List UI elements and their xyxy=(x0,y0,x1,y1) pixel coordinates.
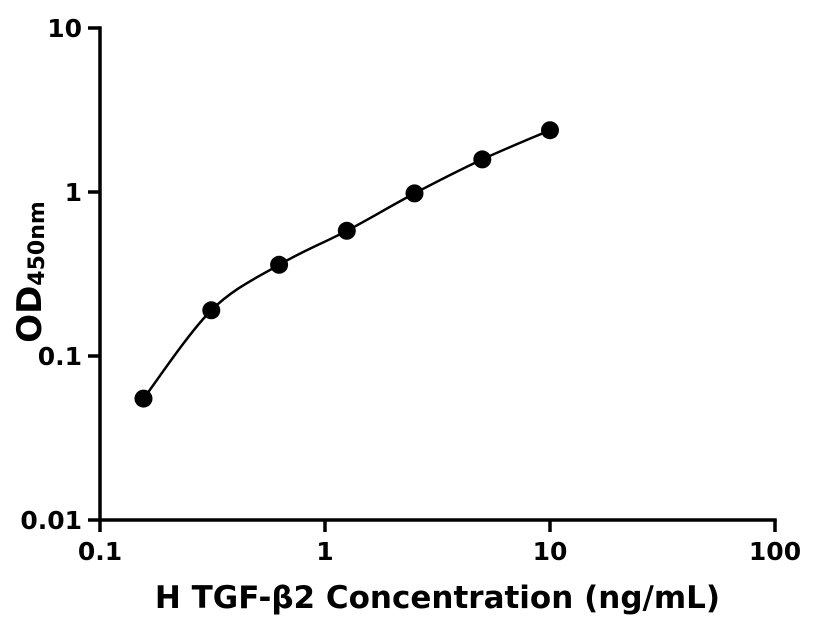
x-tick-label: 10 xyxy=(533,537,568,566)
x-tick-label: 0.1 xyxy=(78,537,122,566)
y-tick-label: 0.1 xyxy=(38,342,82,371)
data-point xyxy=(473,150,492,169)
data-point xyxy=(134,389,153,408)
y-axis-title: OD450nm xyxy=(10,201,50,343)
data-point xyxy=(541,121,559,140)
data-point xyxy=(337,221,356,240)
fit-curve xyxy=(142,129,551,400)
y-axis-title-text: OD xyxy=(10,285,50,343)
x-axis-title: H TGF-β2 Concentration (ng/mL) xyxy=(154,580,721,616)
x-tick-label: 100 xyxy=(749,537,801,566)
y-tick-label: 10 xyxy=(47,14,82,43)
y-tick-label: 0.01 xyxy=(20,506,82,535)
x-tick-label: 1 xyxy=(316,537,333,566)
data-point xyxy=(405,184,424,203)
axes-frame xyxy=(98,26,777,522)
y-axis-title-subscript: 450nm xyxy=(25,201,50,286)
y-tick-label: 1 xyxy=(65,178,82,207)
data-point xyxy=(270,255,289,274)
data-point xyxy=(202,301,221,320)
